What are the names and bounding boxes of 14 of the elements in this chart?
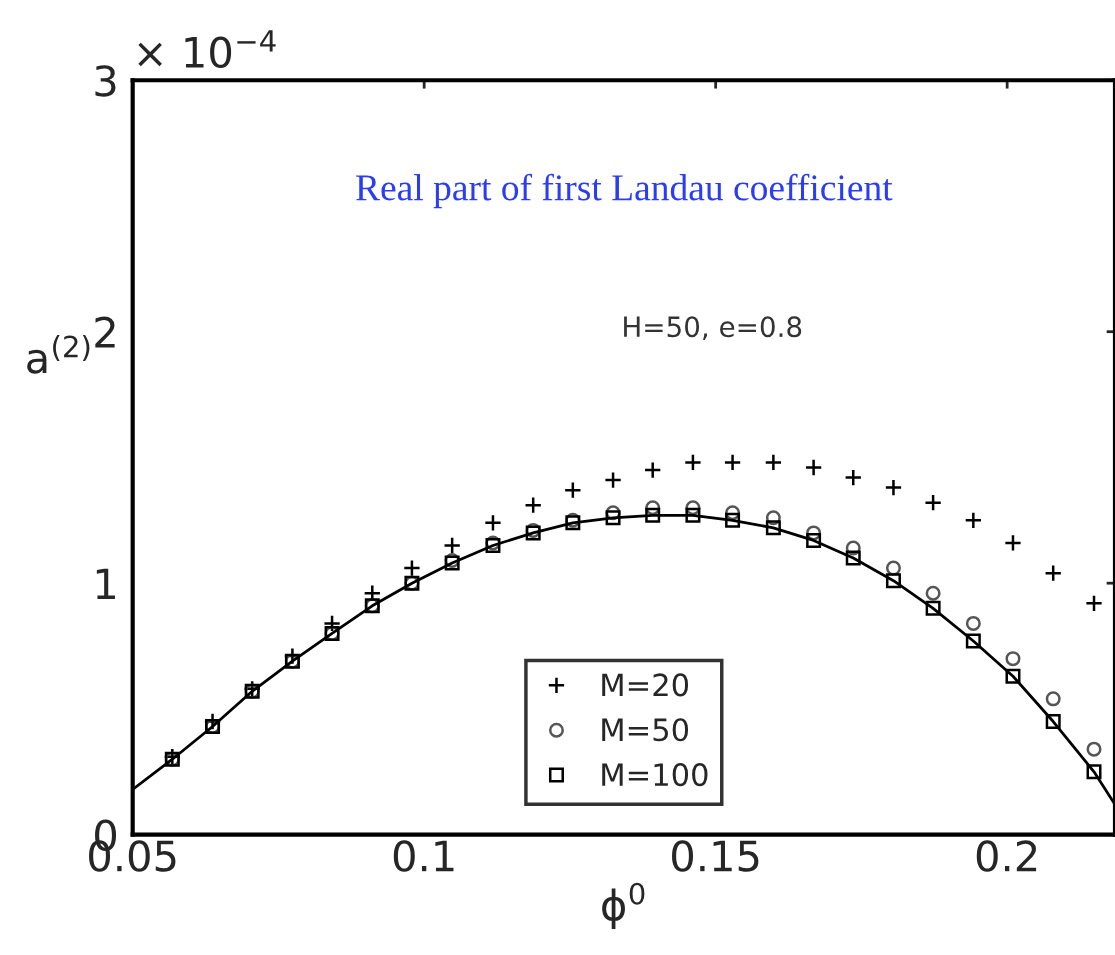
annotation: H=50, e=0.8 xyxy=(624,316,802,341)
legend-label: M=50 xyxy=(602,718,689,742)
x-tick-label: 0.15 xyxy=(672,840,759,872)
legend-label: M=20 xyxy=(602,673,689,697)
x-tick-label: 0.1 xyxy=(393,840,454,872)
y-axis-title: a$^{(2)}$ xyxy=(27,335,90,374)
y-tick-label: 1 xyxy=(96,568,115,600)
legend-label: M=100 xyxy=(602,763,708,787)
y-tick-label: 3 xyxy=(95,65,116,97)
x-tick-label: 0.2 xyxy=(976,840,1037,872)
y-tick-label: 2 xyxy=(95,316,115,348)
x-axis-title: ϕ$^{0}$ xyxy=(602,882,645,929)
text: × 10$^{−4}$ xyxy=(138,30,276,69)
text: Real part of first Landau coefficient xyxy=(356,173,893,209)
